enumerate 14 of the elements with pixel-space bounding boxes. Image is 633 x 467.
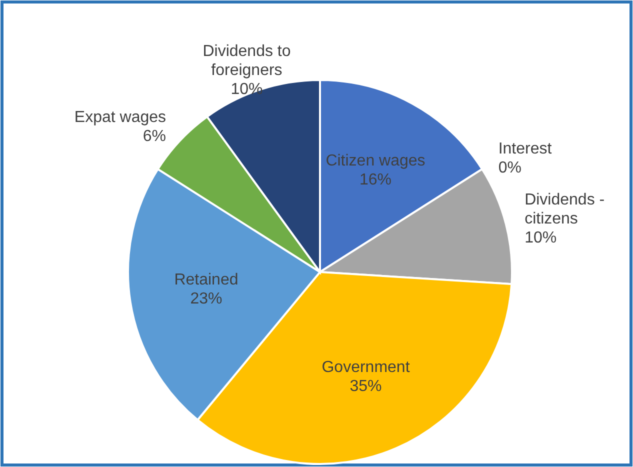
slice-label: Retained — [174, 272, 238, 289]
data-label: 10% — [230, 81, 263, 98]
slice-label: Expat wages — [74, 109, 166, 126]
data-label: 23% — [190, 290, 222, 308]
text: 0% — [498, 160, 522, 177]
slice-label: Citizen wages — [326, 152, 426, 170]
data-label: 35% — [350, 378, 382, 396]
data-label: 6% — [142, 128, 166, 146]
category-label: Interest — [498, 140, 552, 158]
data-label: 16% — [359, 172, 392, 189]
data-label: 10% — [524, 230, 557, 247]
slice-label: Dividends - citizens — [524, 192, 605, 228]
slice-label: Government — [322, 359, 410, 376]
slice-label: Dividends to foreigners — [202, 43, 291, 80]
